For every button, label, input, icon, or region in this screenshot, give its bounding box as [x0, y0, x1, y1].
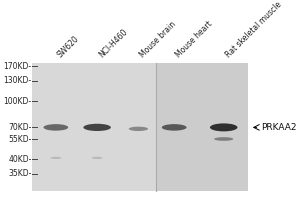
- Text: Mouse heart: Mouse heart: [174, 19, 214, 59]
- Text: 100KD-: 100KD-: [4, 97, 32, 106]
- Text: 170KD-: 170KD-: [4, 62, 32, 71]
- Text: 70KD-: 70KD-: [8, 123, 32, 132]
- Ellipse shape: [214, 137, 233, 141]
- Bar: [156, 63, 248, 191]
- Text: NCI-H460: NCI-H460: [97, 27, 129, 59]
- Text: 35KD-: 35KD-: [8, 169, 32, 178]
- Ellipse shape: [162, 124, 187, 131]
- Ellipse shape: [210, 123, 238, 131]
- Text: Rat skeletal muscle: Rat skeletal muscle: [224, 0, 283, 59]
- Ellipse shape: [44, 124, 68, 131]
- Text: 130KD-: 130KD-: [4, 76, 32, 85]
- Text: 55KD-: 55KD-: [8, 135, 32, 144]
- Ellipse shape: [129, 127, 148, 131]
- Ellipse shape: [83, 124, 111, 131]
- Text: PRKAA2: PRKAA2: [261, 123, 296, 132]
- Ellipse shape: [50, 157, 61, 159]
- Ellipse shape: [92, 157, 103, 159]
- Bar: [32, 63, 248, 191]
- Text: 40KD-: 40KD-: [8, 155, 32, 164]
- Text: SW620: SW620: [56, 34, 81, 59]
- Text: Mouse brain: Mouse brain: [138, 19, 178, 59]
